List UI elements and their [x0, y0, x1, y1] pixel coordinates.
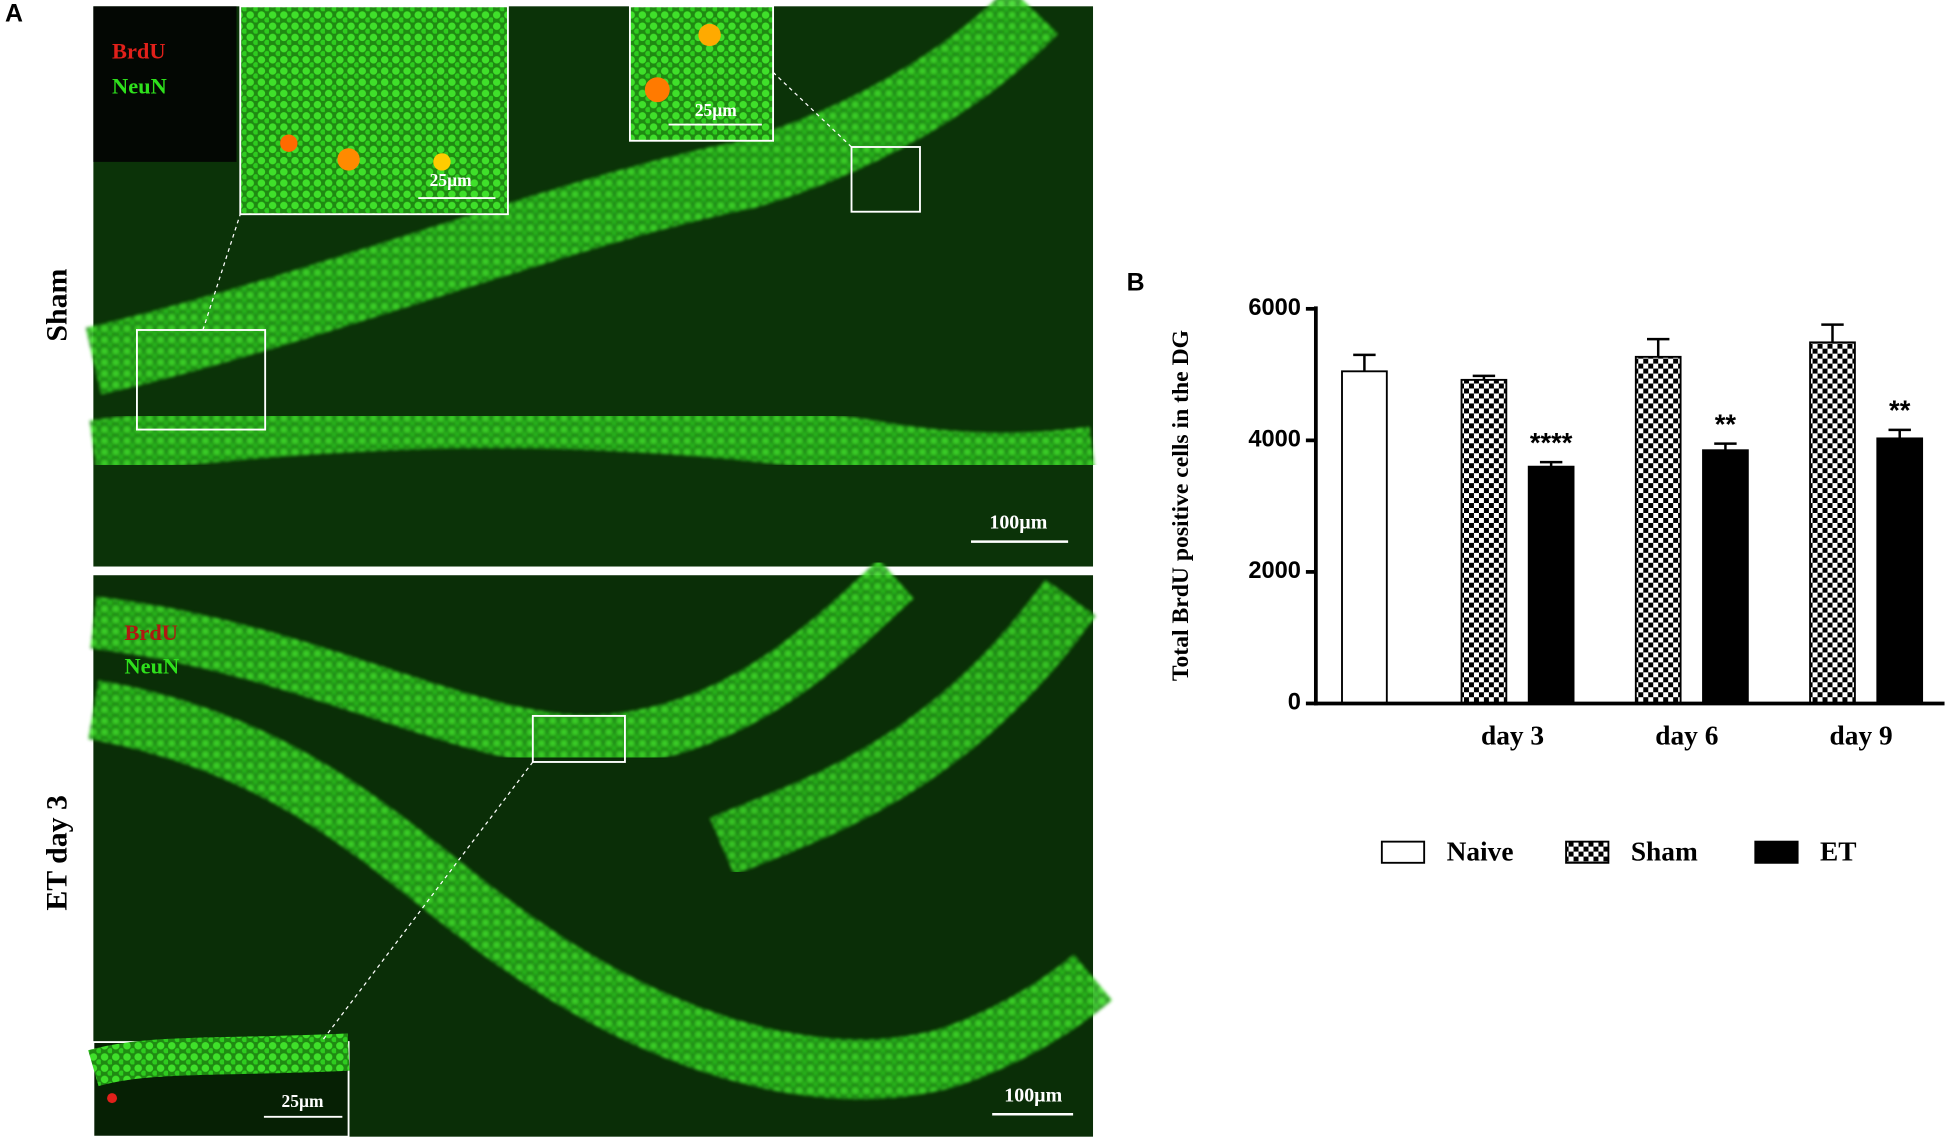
row-label: Sham	[41, 268, 74, 341]
y-tick-label: 0	[1288, 690, 1301, 716]
x-tick-label: day 9	[1830, 721, 1893, 751]
significance-label: **	[1889, 395, 1911, 426]
legend-swatch	[1565, 840, 1610, 864]
y-tick-label: 4000	[1248, 427, 1301, 453]
row-label: ET day 3	[41, 795, 74, 911]
marker-label: BrdU	[124, 620, 178, 645]
error-bar	[1821, 323, 1844, 343]
scale-label: 25µm	[430, 170, 472, 190]
legend-label: ET	[1820, 836, 1857, 866]
y-tick-label: 6000	[1248, 295, 1301, 321]
panel-label: B	[1127, 269, 1145, 297]
x-tick-label: day 6	[1655, 721, 1718, 751]
legend-swatch	[1380, 840, 1426, 864]
marker-label: BrdU	[112, 39, 165, 64]
panel-label: A	[5, 0, 23, 28]
significance-label: ****	[1530, 427, 1573, 458]
bar	[1460, 378, 1508, 705]
bar	[1876, 437, 1924, 705]
error-bar	[1353, 353, 1376, 372]
error-bar	[1888, 428, 1911, 439]
bar	[1527, 465, 1575, 705]
marker-label: NeuN	[124, 654, 179, 679]
y-tick-label: 2000	[1248, 558, 1301, 584]
scale-label: 100µm	[1004, 1084, 1062, 1106]
y-axis-label: Total BrdU positive cells in the DG	[1168, 330, 1194, 681]
bar	[1702, 449, 1749, 705]
bar	[1809, 341, 1856, 705]
micrograph-sham: BrdU NeuN 25µm 25µm 100µm	[85, 0, 1097, 567]
legend-swatch	[1754, 840, 1799, 864]
legend-label: Naive	[1447, 836, 1514, 866]
error-bar	[1647, 337, 1670, 357]
error-bar	[1714, 442, 1737, 451]
x-tick-label: day 3	[1481, 721, 1544, 751]
scale-label: 100µm	[989, 512, 1047, 534]
scale-label: 25µm	[695, 100, 737, 120]
significance-label: **	[1715, 408, 1737, 439]
bar	[1634, 355, 1682, 705]
legend-label: Sham	[1631, 836, 1698, 866]
marker-label: NeuN	[112, 74, 167, 99]
micrograph-et: BrdU NeuN 25µm 100µm	[88, 559, 1113, 1138]
bar	[1341, 370, 1388, 705]
scale-label: 25µm	[282, 1091, 324, 1111]
